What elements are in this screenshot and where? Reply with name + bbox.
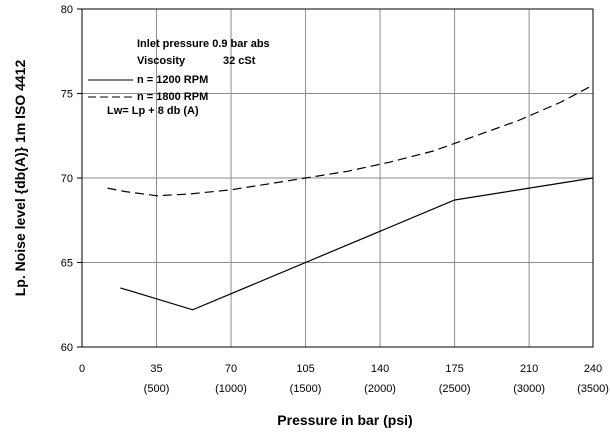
x-tick-label-bar: 175 — [445, 363, 463, 375]
x-tick-label-bar: 0 — [79, 363, 85, 375]
legend-label-1200: n = 1200 RPM — [137, 74, 208, 86]
y-tick-label: 60 — [61, 342, 73, 354]
x-tick-label-bar: 35 — [150, 363, 162, 375]
lw-formula-note: Lw= Lp + 8 db (A) — [107, 105, 199, 117]
y-tick-label: 70 — [61, 173, 73, 185]
x-tick-label-bar: 105 — [296, 363, 314, 375]
y-tick-label: 75 — [61, 89, 73, 101]
x-tick-label-bar: 70 — [225, 363, 237, 375]
series-line-1200rpm — [120, 177, 594, 311]
x-axis-title: Pressure in bar (psi) — [277, 412, 412, 428]
x-tick-label-psi: (3500) — [577, 383, 609, 395]
viscosity-label: Viscosity — [137, 55, 186, 67]
y-axis-title: Lp. Noise level {db(A)} 1m ISO 4412 — [12, 60, 28, 297]
annotation-block: Inlet pressure 0.9 bar abs Viscosity 32 … — [88, 38, 270, 117]
series-layer — [107, 84, 594, 311]
y-tick-label: 80 — [61, 4, 73, 16]
plot-frame — [81, 8, 594, 348]
viscosity-value: 32 cSt — [223, 55, 256, 67]
tick-labels: 0 35 (500) 70 (1000) 105 (1500) 140 (2000) 175 (25… — [61, 4, 609, 395]
series-line-1800rpm — [107, 84, 594, 197]
y-tick-label: 65 — [61, 258, 73, 270]
x-tick-label-psi: (1000) — [215, 383, 247, 395]
x-tick-label-psi: (1500) — [290, 383, 322, 395]
x-tick-label-psi: (500) — [144, 383, 170, 395]
x-tick-label-psi: (2000) — [364, 383, 396, 395]
legend-label-1800: n = 1800 RPM — [137, 91, 208, 103]
x-tick-label-bar: 140 — [371, 363, 389, 375]
x-tick-label-bar: 210 — [520, 363, 538, 375]
x-tick-label-psi: (2500) — [439, 383, 471, 395]
inlet-pressure-note: Inlet pressure 0.9 bar abs — [137, 38, 270, 50]
x-tick-label-psi: (3000) — [513, 383, 545, 395]
x-tick-label-bar: 240 — [584, 363, 602, 375]
